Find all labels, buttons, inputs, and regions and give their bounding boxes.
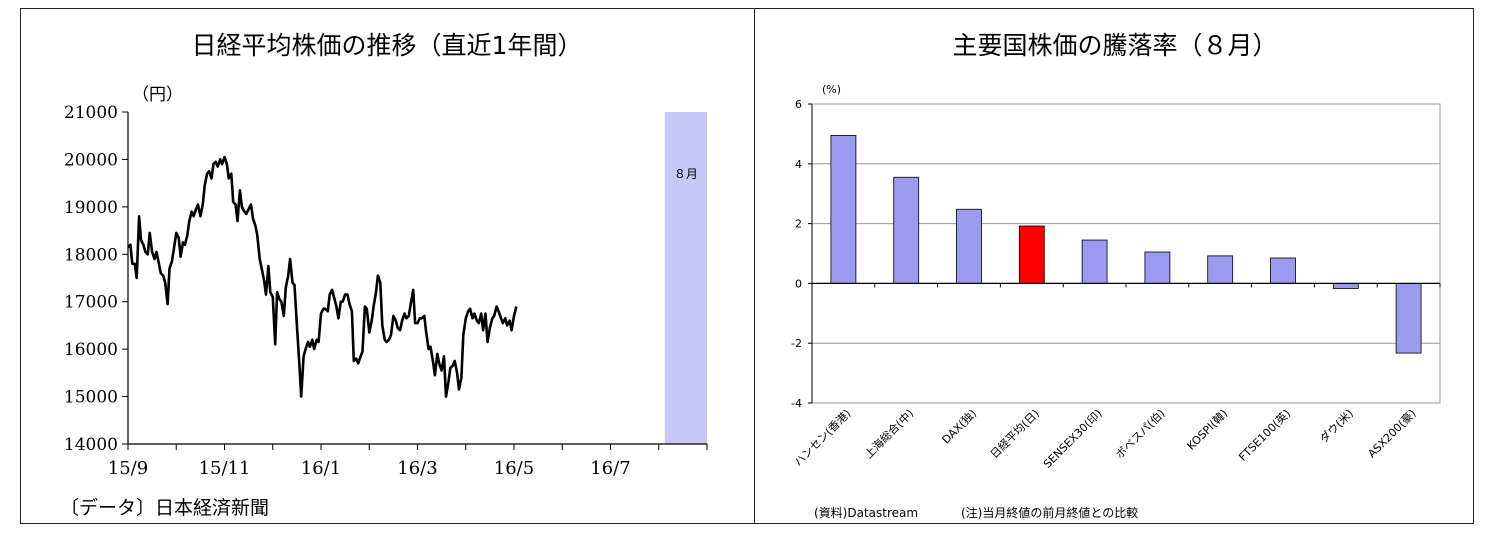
left-y-tick-label-0: 14000 [64, 435, 118, 455]
bar-category-label-6: KOSPI(韓) [1185, 407, 1231, 453]
left-x-tick-label-1: 15/11 [199, 458, 251, 479]
bar-5 [1144, 251, 1171, 284]
left-x-tick-label-2: 16/1 [301, 458, 341, 479]
right-y-tick-label-1: -2 [791, 337, 802, 350]
bar-4 [1081, 239, 1108, 284]
bar-0 [830, 134, 857, 284]
right-footnote: (注)当月終値の前月終値との比較 [961, 506, 1139, 520]
left-y-tick-label-2: 16000 [64, 340, 118, 360]
right-y-tick-label-0: -4 [791, 397, 802, 410]
bar-category-label-4: SENSEX30(印) [1041, 407, 1105, 471]
bar-category-label-5: ボベスパ(伯) [1112, 406, 1167, 461]
nikkei-chart-title: 日経平均株価の推移（直近1年間） [191, 31, 583, 60]
bar-9 [1395, 282, 1422, 354]
bar-category-label-7: FTSE100(英) [1236, 406, 1294, 464]
august-band-label: ８月 [674, 167, 698, 181]
left-x-tick-label-4: 16/5 [494, 458, 534, 479]
left-y-axis-unit: （円） [132, 85, 183, 105]
right-y-tick-label-2: 0 [795, 277, 802, 290]
left-x-tick-label-5: 16/7 [590, 458, 630, 479]
bar-6 [1207, 255, 1234, 284]
right-y-tick-label-4: 4 [795, 158, 802, 171]
bar-category-label-3: 日経平均(日) [988, 407, 1042, 461]
right-y-tick-label-5: 6 [795, 98, 802, 111]
left-y-tick-label-4: 18000 [64, 245, 118, 265]
bar-category-label-9: ASX200(豪) [1365, 406, 1419, 460]
left-y-tick-label-3: 17000 [64, 293, 118, 313]
left-y-tick-label-5: 19000 [64, 198, 118, 218]
bar-2 [956, 208, 982, 284]
august-highlight-band [664, 112, 707, 444]
nikkei-price-line [127, 155, 518, 398]
bar-3 [1018, 225, 1045, 284]
left-x-tick-label-3: 16/3 [397, 458, 437, 479]
bar-category-label-8: ダウ(米) [1317, 406, 1356, 445]
right-y-tick-label-3: 2 [795, 218, 802, 231]
left-x-tick-label-0: 15/9 [108, 458, 148, 479]
panel-divider [754, 8, 755, 524]
bar-category-label-1: 上海総合(中) [861, 406, 916, 461]
bar-7 [1270, 257, 1296, 284]
bar-chart-title: 主要国株価の騰落率（８月） [952, 31, 1278, 60]
left-y-tick-label-6: 20000 [64, 150, 118, 170]
bar-1 [893, 176, 920, 284]
bar-8 [1332, 282, 1359, 289]
left-y-tick-label-1: 15000 [64, 388, 118, 408]
bar-category-label-0: ハンセン(香港) [792, 407, 854, 469]
right-source-note: (資料)Datastream [814, 506, 919, 520]
left-y-tick-label-7: 21000 [64, 103, 118, 123]
right-y-axis-unit: (%) [822, 83, 841, 96]
bar-category-label-2: DAX(独) [940, 407, 980, 447]
left-source-note: 〔データ〕日本経済新聞 [60, 497, 270, 519]
